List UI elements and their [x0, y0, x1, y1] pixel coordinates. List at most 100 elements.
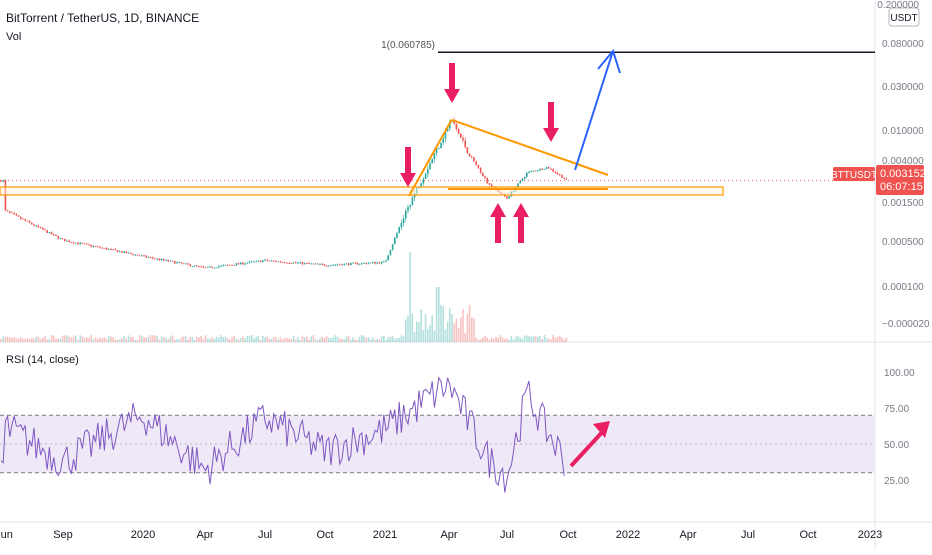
price-tick-label: 0.030000	[882, 82, 924, 93]
volume-bar	[347, 336, 350, 342]
candle-body	[37, 225, 40, 228]
marker-arrow-up[interactable]	[513, 203, 529, 243]
volume-bar	[33, 338, 35, 342]
volume-bar	[160, 336, 163, 342]
volume-bar	[257, 335, 260, 342]
rsi-arrow[interactable]	[569, 426, 608, 468]
volume-bar	[0, 338, 2, 342]
candle-body	[101, 247, 103, 249]
support-zone-box[interactable]	[0, 186, 724, 196]
candle-body	[361, 263, 363, 264]
marker-arrow-down[interactable]	[400, 147, 416, 187]
candle-body	[88, 244, 90, 245]
volume-bar	[211, 337, 213, 342]
candle-body	[196, 265, 198, 267]
volume-bar	[176, 338, 178, 342]
volume-bar	[339, 338, 341, 342]
candle-body	[548, 167, 550, 169]
candle-body	[248, 261, 251, 263]
volume-bar	[262, 335, 264, 342]
candle-body	[389, 249, 392, 256]
volume-bar	[354, 339, 356, 342]
candle-body	[339, 264, 341, 266]
currency-badge[interactable]: USDT	[888, 7, 920, 27]
volume-bar	[541, 339, 543, 342]
volume-bar	[462, 308, 464, 342]
uptrend-line[interactable]	[408, 119, 453, 197]
volume-bar	[369, 339, 372, 342]
candle-body	[453, 120, 455, 124]
volume-bar	[259, 339, 262, 342]
volume-bar	[526, 335, 528, 342]
volume-bar	[202, 339, 205, 342]
volume-bar	[319, 338, 321, 342]
volume-bar	[446, 321, 449, 342]
candle-body	[169, 260, 172, 262]
volume-bar	[273, 337, 275, 342]
volume-bar	[332, 337, 334, 342]
candle-body	[281, 262, 284, 263]
volume-bar	[554, 337, 557, 342]
volume-bar	[156, 336, 158, 342]
candle-body	[422, 178, 425, 184]
volume-bar	[308, 339, 310, 342]
candle-body	[433, 153, 436, 160]
volume-bar	[163, 337, 165, 342]
candle-body	[358, 263, 361, 265]
candle-body	[411, 197, 414, 206]
candle-body	[350, 262, 352, 266]
descending-resistance-line[interactable]	[451, 118, 609, 176]
candle-body	[301, 262, 304, 265]
volume-bar	[123, 336, 125, 342]
projection-arrow-head	[597, 48, 621, 74]
candle-body	[308, 263, 310, 264]
volume-bar	[147, 336, 150, 342]
volume-bar	[182, 336, 185, 342]
volume-bar	[2, 336, 4, 342]
candle-body	[435, 148, 438, 154]
volume-bar	[504, 338, 506, 342]
volume-bar	[116, 339, 119, 342]
volume-bar	[39, 338, 42, 342]
volume-bar	[411, 313, 414, 342]
volume-bar	[290, 339, 293, 342]
volume-bar	[556, 336, 559, 342]
volume-bar	[435, 287, 438, 342]
volume-bar	[383, 335, 385, 342]
candle-body	[50, 232, 53, 235]
candle-body	[202, 266, 205, 268]
candle-body	[149, 257, 152, 259]
volume-bar	[24, 339, 26, 342]
marker-arrow-up[interactable]	[490, 203, 506, 243]
volume-bar	[88, 337, 90, 342]
candle-body	[123, 251, 125, 253]
volume-bar	[169, 336, 172, 342]
candle-body	[427, 169, 429, 174]
candle-body	[211, 266, 213, 268]
volume-bar	[460, 317, 462, 342]
volume-bar	[413, 332, 416, 342]
volume-bar	[325, 335, 328, 342]
volume-bar	[497, 337, 499, 342]
candle-body	[356, 262, 359, 265]
volume-bar	[15, 338, 18, 342]
volume-bar	[352, 337, 354, 342]
volume-bar	[143, 337, 145, 342]
marker-arrow-down[interactable]	[543, 102, 559, 142]
volume-bar	[112, 336, 114, 342]
candle-body	[409, 205, 411, 208]
candle-body	[204, 267, 207, 269]
price-tick-label: 0.080000	[882, 39, 924, 50]
volume-bar	[543, 335, 546, 342]
volume-bar	[204, 335, 207, 342]
volume-bar	[477, 339, 480, 342]
candle-body	[310, 263, 312, 265]
candle-body	[563, 178, 565, 179]
volume-bar	[317, 339, 319, 342]
volume-bar	[451, 314, 453, 342]
volume-bar	[429, 324, 431, 342]
marker-arrow-down[interactable]	[444, 63, 460, 103]
volume-bar	[149, 335, 152, 342]
candle-body	[347, 263, 350, 266]
projection-arrow[interactable]	[574, 50, 614, 171]
